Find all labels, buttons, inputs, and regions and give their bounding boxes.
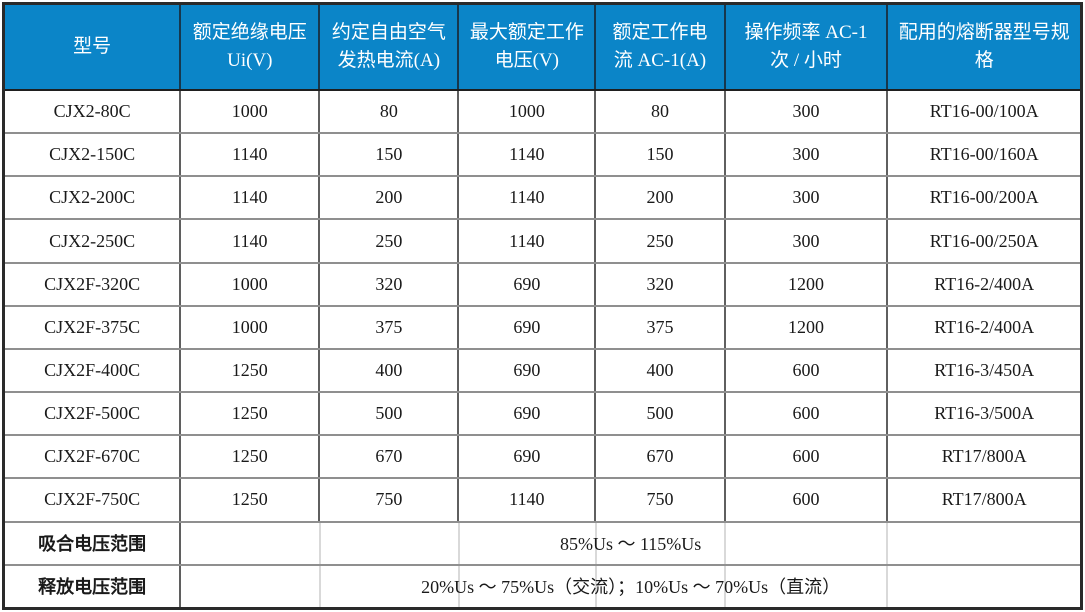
table-row: CJX2-150C 1140 150 1140 150 300 RT16-00/…	[2, 132, 1083, 178]
cell-insulation-voltage: 1140	[179, 132, 321, 178]
cell-thermal-current: 670	[318, 434, 460, 480]
cell-model: CJX2-150C	[2, 132, 182, 178]
cell-model: CJX2F-320C	[2, 261, 182, 307]
header-operating-frequency: 操作频率 AC-1 次 / 小时	[723, 2, 889, 91]
footer-row-release-voltage: 释放电压范围 20%Us ～ 75%Us（交流）；10%Us ～ 70%Us（直…	[2, 563, 1083, 610]
cell-insulation-voltage: 1140	[179, 218, 321, 264]
cell-fuse-spec: RT16-00/160A	[886, 132, 1083, 178]
header-thermal-current: 约定自由空气发热电流(A)	[318, 2, 460, 91]
cell-model: CJX2F-500C	[2, 391, 182, 437]
cell-insulation-voltage: 1250	[179, 347, 321, 394]
cell-operating-frequency: 600	[723, 391, 889, 437]
cell-insulation-voltage: 1250	[179, 391, 321, 437]
cell-working-current: 320	[594, 261, 726, 307]
cell-operating-frequency: 300	[723, 218, 889, 264]
cell-thermal-current: 80	[318, 88, 460, 135]
cell-max-working-voltage: 690	[457, 347, 597, 394]
cell-model: CJX2F-670C	[2, 434, 182, 480]
cell-thermal-current: 400	[318, 347, 460, 394]
cell-thermal-current: 250	[318, 218, 460, 264]
header-fuse-spec: 配用的熔断器型号规格	[886, 2, 1083, 91]
cell-working-current: 150	[594, 132, 726, 178]
cell-operating-frequency: 300	[723, 88, 889, 135]
header-max-working-voltage: 最大额定工作电压(V)	[457, 2, 597, 91]
footer-row-pickup-voltage: 吸合电压范围 85%Us ～ 115%Us	[2, 520, 1083, 566]
cell-model: CJX2-200C	[2, 175, 182, 221]
cell-fuse-spec: RT16-00/100A	[886, 88, 1083, 135]
cell-max-working-voltage: 690	[457, 434, 597, 480]
cell-thermal-current: 150	[318, 132, 460, 178]
cell-fuse-spec: RT16-2/400A	[886, 304, 1083, 350]
release-voltage-value: 20%Us ～ 75%Us（交流）；10%Us ～ 70%Us（直流）	[179, 563, 1083, 610]
cell-fuse-spec: RT16-00/250A	[886, 218, 1083, 264]
cell-model: CJX2F-375C	[2, 304, 182, 350]
cell-insulation-voltage: 1250	[179, 434, 321, 480]
cell-fuse-spec: RT16-3/500A	[886, 391, 1083, 437]
header-insulation-voltage: 额定绝缘电压 Ui(V)	[179, 2, 321, 91]
cell-model: CJX2-250C	[2, 218, 182, 264]
cell-max-working-voltage: 1140	[457, 477, 597, 523]
cell-operating-frequency: 300	[723, 132, 889, 178]
pickup-voltage-value: 85%Us ～ 115%Us	[179, 520, 1083, 566]
cell-insulation-voltage: 1140	[179, 175, 321, 221]
cell-operating-frequency: 300	[723, 175, 889, 221]
table-body: CJX2-80C 1000 80 1000 80 300 RT16-00/100…	[2, 88, 1083, 610]
cell-operating-frequency: 600	[723, 347, 889, 394]
cell-working-current: 500	[594, 391, 726, 437]
cell-thermal-current: 200	[318, 175, 460, 221]
table-row: CJX2F-750C 1250 750 1140 750 600 RT17/80…	[2, 477, 1083, 523]
cell-max-working-voltage: 1140	[457, 132, 597, 178]
cell-max-working-voltage: 1140	[457, 218, 597, 264]
table-row: CJX2F-670C 1250 670 690 670 600 RT17/800…	[2, 434, 1083, 480]
header-working-current: 额定工作电流 AC-1(A)	[594, 2, 726, 91]
cell-operating-frequency: 1200	[723, 304, 889, 350]
cell-thermal-current: 750	[318, 477, 460, 523]
pickup-voltage-label: 吸合电压范围	[2, 520, 182, 566]
cell-working-current: 250	[594, 218, 726, 264]
cell-max-working-voltage: 690	[457, 261, 597, 307]
cell-thermal-current: 320	[318, 261, 460, 307]
cell-operating-frequency: 600	[723, 434, 889, 480]
cell-thermal-current: 375	[318, 304, 460, 350]
cell-working-current: 375	[594, 304, 726, 350]
table-row: CJX2F-320C 1000 320 690 320 1200 RT16-2/…	[2, 261, 1083, 307]
cell-fuse-spec: RT17/800A	[886, 477, 1083, 523]
table-row: CJX2F-375C 1000 375 690 375 1200 RT16-2/…	[2, 304, 1083, 350]
table-row: CJX2-200C 1140 200 1140 200 300 RT16-00/…	[2, 175, 1083, 221]
cell-insulation-voltage: 1000	[179, 304, 321, 350]
cell-insulation-voltage: 1000	[179, 261, 321, 307]
cell-insulation-voltage: 1000	[179, 88, 321, 135]
cell-max-working-voltage: 690	[457, 304, 597, 350]
cell-max-working-voltage: 690	[457, 391, 597, 437]
cell-working-current: 400	[594, 347, 726, 394]
cell-working-current: 750	[594, 477, 726, 523]
table-row: CJX2F-500C 1250 500 690 500 600 RT16-3/5…	[2, 391, 1083, 437]
cell-thermal-current: 500	[318, 391, 460, 437]
cell-insulation-voltage: 1250	[179, 477, 321, 523]
cell-max-working-voltage: 1000	[457, 88, 597, 135]
cell-max-working-voltage: 1140	[457, 175, 597, 221]
release-voltage-label: 释放电压范围	[2, 563, 182, 610]
table-header: 型号 额定绝缘电压 Ui(V) 约定自由空气发热电流(A) 最大额定工作电压(V…	[2, 2, 1083, 91]
cell-fuse-spec: RT17/800A	[886, 434, 1083, 480]
cell-fuse-spec: RT16-2/400A	[886, 261, 1083, 307]
table-row: CJX2F-400C 1250 400 690 400 600 RT16-3/4…	[2, 347, 1083, 394]
header-row: 型号 额定绝缘电压 Ui(V) 约定自由空气发热电流(A) 最大额定工作电压(V…	[2, 2, 1083, 91]
cell-working-current: 200	[594, 175, 726, 221]
cell-model: CJX2F-400C	[2, 347, 182, 394]
cell-fuse-spec: RT16-00/200A	[886, 175, 1083, 221]
cell-fuse-spec: RT16-3/450A	[886, 347, 1083, 394]
cell-working-current: 670	[594, 434, 726, 480]
cell-model: CJX2F-750C	[2, 477, 182, 523]
table-row: CJX2-80C 1000 80 1000 80 300 RT16-00/100…	[2, 88, 1083, 135]
cell-operating-frequency: 600	[723, 477, 889, 523]
cell-operating-frequency: 1200	[723, 261, 889, 307]
table-row: CJX2-250C 1140 250 1140 250 300 RT16-00/…	[2, 218, 1083, 264]
cell-model: CJX2-80C	[2, 88, 182, 135]
cell-working-current: 80	[594, 88, 726, 135]
header-model: 型号	[2, 2, 182, 91]
